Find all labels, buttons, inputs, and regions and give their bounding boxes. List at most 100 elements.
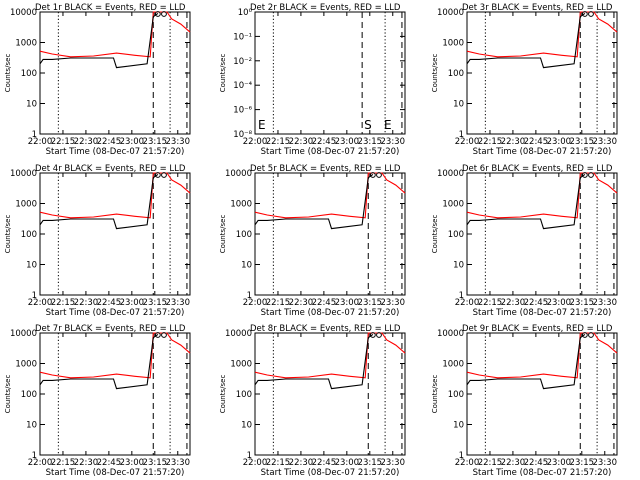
lld-series-line <box>39 11 191 58</box>
x-tick-label: 23:15 <box>570 298 595 308</box>
x-axis-label: Start Time (08-Dec-07 21:57:20) <box>46 308 185 318</box>
plot-frame <box>254 332 406 456</box>
x-tick-label: 23:30 <box>593 458 618 468</box>
events-series-line <box>466 173 586 230</box>
plot-frame <box>39 172 191 296</box>
x-tick-label: 23:00 <box>120 458 145 468</box>
y-tick-label: 1 <box>32 291 37 301</box>
peak-marker <box>154 11 161 17</box>
annotation-letter: E <box>384 118 392 132</box>
x-tick-label: 22:30 <box>289 137 314 147</box>
lld-series-line <box>254 172 406 219</box>
x-tick-label: 23:30 <box>381 137 406 147</box>
y-tick-label: 10⁰ <box>238 8 253 18</box>
peak-marker <box>161 172 167 178</box>
x-tick-label: 23:15 <box>143 137 168 147</box>
events-series-line <box>254 173 374 230</box>
y-axis-label: Counts/sec <box>431 375 439 414</box>
x-tick-label: 23:15 <box>570 137 595 147</box>
peak-marker <box>588 11 594 17</box>
y-tick-label: 10⁻² <box>233 57 252 67</box>
x-tick-label: 23:15 <box>358 298 383 308</box>
chart-panel: Det 8r BLACK = Events, RED = LLD22:0022:… <box>219 324 406 478</box>
y-tick-label: 10⁻¹ <box>233 32 252 42</box>
y-tick-label: 100 <box>21 390 37 400</box>
annotation-letter: E <box>258 118 266 132</box>
x-tick-label: 22:45 <box>312 137 337 147</box>
y-tick-label: 100 <box>448 69 464 79</box>
y-tick-label: 1000 <box>442 39 464 49</box>
y-tick-label: 1 <box>459 130 464 140</box>
x-tick-label: 23:30 <box>166 298 191 308</box>
chart-title: Det 1r BLACK = Events, RED = LLD <box>35 3 186 13</box>
lld-series-line <box>466 332 618 379</box>
y-tick-label: 10000 <box>10 169 37 179</box>
chart-title: Det 2r BLACK = Events, RED = LLD <box>250 3 401 13</box>
x-tick-label: 23:00 <box>547 458 572 468</box>
chart-panel: Det 9r BLACK = Events, RED = LLD22:0022:… <box>431 324 618 478</box>
x-tick-label: 23:15 <box>358 137 383 147</box>
y-tick-label: 100 <box>236 390 252 400</box>
y-tick-label: 100 <box>21 69 37 79</box>
x-axis-label: Start Time (08-Dec-07 21:57:20) <box>261 147 400 157</box>
x-tick-label: 23:00 <box>335 458 360 468</box>
y-axis-label: Counts/sec <box>4 54 12 93</box>
chart-title: Det 7r BLACK = Events, RED = LLD <box>35 324 186 334</box>
x-tick-label: 22:00 <box>28 137 53 147</box>
plot-frame <box>254 11 406 135</box>
x-axis-label: Start Time (08-Dec-07 21:57:20) <box>473 147 612 157</box>
peak-marker <box>154 332 161 338</box>
chart-panel: Det 1r BLACK = Events, RED = LLD22:0022:… <box>4 3 191 157</box>
x-tick-label: 22:00 <box>243 458 268 468</box>
y-tick-label: 100 <box>21 230 37 240</box>
y-tick-label: 10000 <box>10 329 37 339</box>
x-axis-label: Start Time (08-Dec-07 21:57:20) <box>46 147 185 157</box>
x-tick-label: 22:00 <box>243 137 268 147</box>
peak-marker <box>161 11 167 17</box>
x-axis-label: Start Time (08-Dec-07 21:57:20) <box>261 308 400 318</box>
events-series-line <box>254 333 374 390</box>
x-tick-label: 23:15 <box>143 458 168 468</box>
x-tick-label: 22:45 <box>312 298 337 308</box>
x-tick-label: 22:15 <box>51 298 76 308</box>
x-tick-label: 23:30 <box>593 298 618 308</box>
peak-marker <box>588 172 594 178</box>
lld-series-line <box>466 11 618 58</box>
y-axis-label: Counts/sec <box>4 375 12 414</box>
x-tick-label: 22:45 <box>97 137 122 147</box>
chart-title: Det 9r BLACK = Events, RED = LLD <box>462 324 613 334</box>
chart-panel: Det 2r BLACK = Events, RED = LLD 22:00 22:… <box>219 3 406 157</box>
y-axis-label: Counts/sec <box>431 215 439 254</box>
peak-marker <box>581 172 588 178</box>
x-tick-label: 23:00 <box>547 298 572 308</box>
y-tick-label: 10000 <box>10 8 37 18</box>
chart-title: Det 8r BLACK = Events, RED = LLD <box>250 324 401 334</box>
peak-marker <box>376 172 382 178</box>
x-tick-label: 23:30 <box>381 458 406 468</box>
y-tick-label: 10000 <box>437 8 464 18</box>
x-tick-label: 22:45 <box>97 458 122 468</box>
y-tick-label: 10000 <box>225 329 252 339</box>
peak-marker <box>161 332 167 338</box>
plot-frame <box>39 11 191 135</box>
x-tick-label: 22:15 <box>478 458 503 468</box>
chart-panel: Det 7r BLACK = Events, RED = LLD22:0022:… <box>4 324 191 478</box>
x-tick-label: 22:15 <box>51 137 76 147</box>
y-tick-label: 10⁻⁶ <box>233 106 252 116</box>
x-tick-label: 23:00 <box>120 298 145 308</box>
y-tick-label: 10⁻⁴ <box>233 81 252 91</box>
y-tick-label: 1000 <box>15 200 37 210</box>
x-tick-label: 22:00 <box>28 298 53 308</box>
y-tick-label: 1 <box>459 291 464 301</box>
x-axis-label: Start Time (08-Dec-07 21:57:20) <box>261 468 400 478</box>
x-tick-label: 22:15 <box>266 298 291 308</box>
y-tick-label: 10000 <box>225 169 252 179</box>
x-tick-label: 22:15 <box>478 137 503 147</box>
y-tick-label: 1 <box>247 291 252 301</box>
plot-frame <box>466 172 618 296</box>
x-tick-label: 22:30 <box>74 458 99 468</box>
y-tick-label: 1 <box>247 451 252 461</box>
peak-marker <box>369 172 376 178</box>
chart-panel: Det 5r BLACK = Events, RED = LLD22:0022:… <box>219 164 406 318</box>
x-tick-label: 22:15 <box>478 298 503 308</box>
